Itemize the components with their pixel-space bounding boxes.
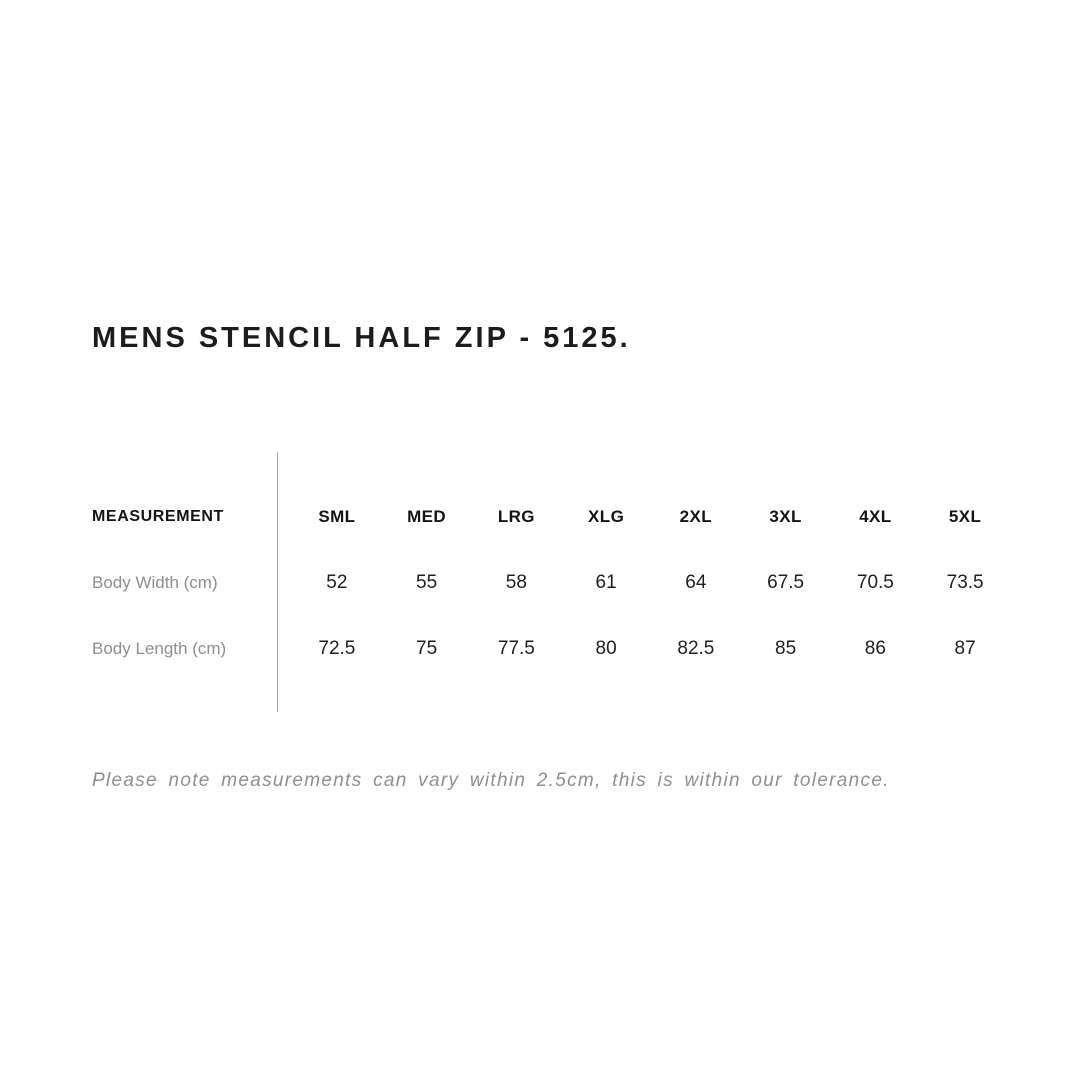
table-cell: 77.5 [497,638,535,659]
table-cell: 86 [864,638,886,659]
column-header-2xl: 2XL [679,507,713,526]
column-header-3xl: 3XL [769,507,802,526]
column-header-4xl: 4XL [859,507,892,526]
table-header-row: MEASUREMENT SML MED LRG XLG 2XL 3XL 4XL … [92,484,1010,550]
table-cell: 73.5 [946,572,984,593]
table-cell: 85 [775,638,797,659]
table-cell: 72.5 [318,638,356,659]
column-header-lrg: LRG [497,507,535,526]
table-cell: 58 [505,572,527,593]
column-header-xlg: XLG [588,507,625,526]
table-divider [277,452,278,712]
table-cell: 52 [326,572,348,593]
row-label: Body Length (cm) [92,639,227,658]
table-cell: 80 [595,638,617,659]
table-cell: 87 [954,638,976,659]
table-cell: 67.5 [767,572,805,593]
table-cell: 64 [685,572,707,593]
table-cell: 82.5 [677,638,715,659]
table-row-body-width: Body Width (cm) 52 55 58 61 64 67.5 70.5… [92,550,1010,616]
column-header-measurement: MEASUREMENT [92,508,224,525]
column-header-sml: SML [318,507,356,526]
table-cell: 70.5 [856,572,894,593]
page-title: MENS STENCIL HALF ZIP - 5125. [92,322,631,354]
table-row-body-length: Body Length (cm) 72.5 75 77.5 80 82.5 85… [92,616,1010,682]
row-label: Body Width (cm) [92,573,218,592]
table-cell: 75 [416,638,438,659]
table-cell: 55 [416,572,438,593]
table-cell: 61 [595,572,617,593]
column-header-5xl: 5XL [948,507,982,526]
column-header-med: MED [407,507,447,526]
size-table: MEASUREMENT SML MED LRG XLG 2XL 3XL 4XL … [92,452,1010,712]
tolerance-note: Please note measurements can vary within… [92,770,890,791]
